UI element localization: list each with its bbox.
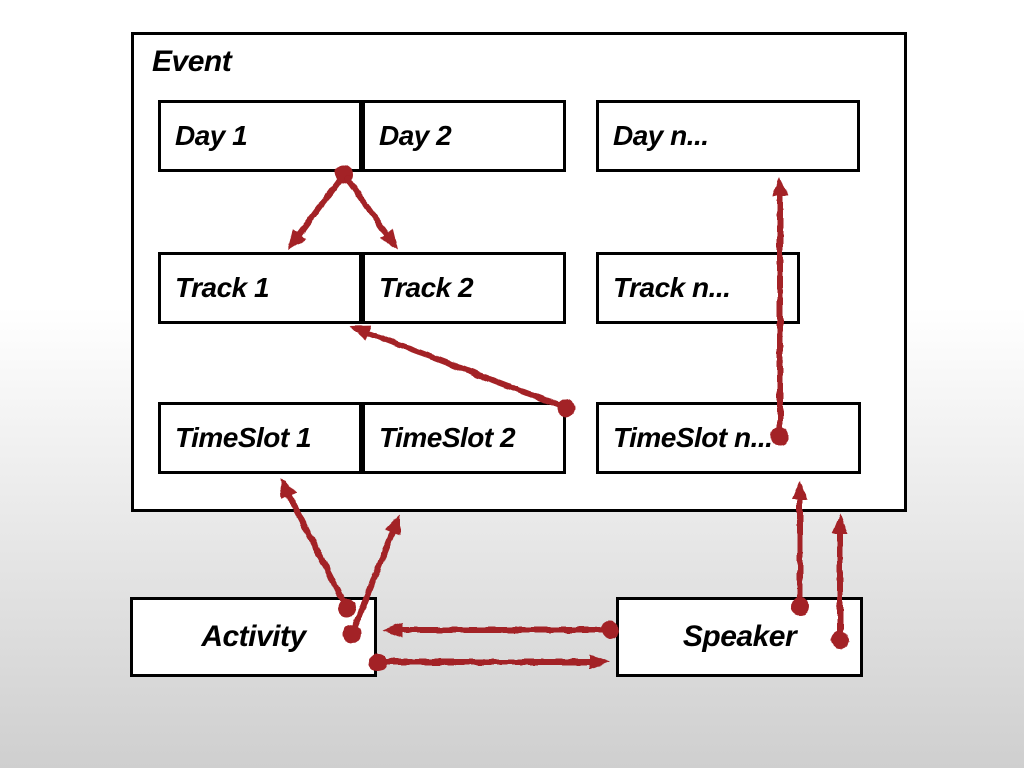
speaker-label: Speaker [683, 620, 796, 654]
track2-box: Track 2 [362, 252, 566, 324]
event-label: Event [152, 45, 231, 79]
timeslotn-box: TimeSlot n... [596, 402, 861, 474]
activity-label: Activity [201, 620, 305, 654]
day2-box: Day 2 [362, 100, 566, 172]
track1-box: Track 1 [158, 252, 362, 324]
speaker-box: Speaker [616, 597, 863, 677]
timeslotn-label: TimeSlot n... [613, 422, 772, 454]
timeslot1-label: TimeSlot 1 [175, 422, 311, 454]
dayn-label: Day n... [613, 120, 709, 152]
day1-label: Day 1 [175, 120, 247, 152]
day1-box: Day 1 [158, 100, 362, 172]
track1-label: Track 1 [175, 272, 269, 304]
track2-label: Track 2 [379, 272, 473, 304]
trackn-label: Track n... [613, 272, 730, 304]
timeslot1-box: TimeSlot 1 [158, 402, 362, 474]
timeslot2-box: TimeSlot 2 [362, 402, 566, 474]
day2-label: Day 2 [379, 120, 451, 152]
dayn-box: Day n... [596, 100, 860, 172]
trackn-box: Track n... [596, 252, 800, 324]
timeslot2-label: TimeSlot 2 [379, 422, 515, 454]
activity-box: Activity [130, 597, 377, 677]
